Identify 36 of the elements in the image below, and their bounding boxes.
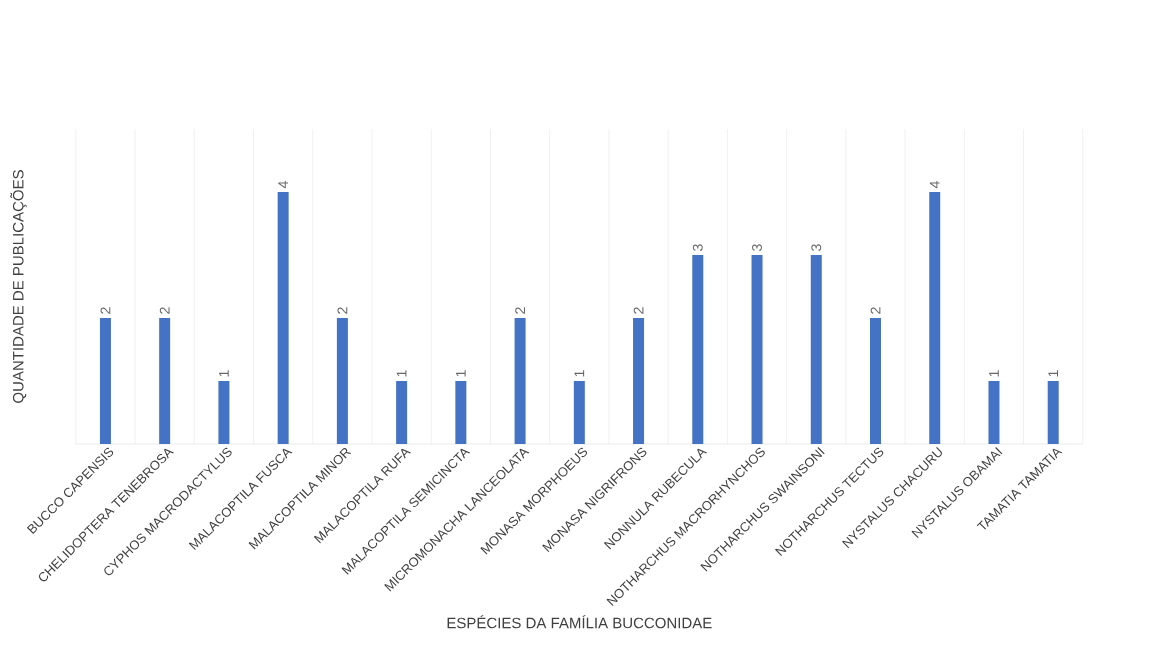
data-label: 3: [811, 244, 822, 251]
bar: [751, 254, 763, 444]
bar: [218, 380, 230, 444]
bar: [159, 317, 171, 444]
data-label: 2: [515, 307, 525, 314]
bar: [870, 317, 881, 444]
bar: [396, 380, 408, 444]
y-axis-title: QUANTIDADE DE PUBLICAÇÕES: [10, 170, 27, 403]
data-label: 2: [337, 307, 348, 314]
data-label: 1: [456, 370, 466, 377]
data-label: 4: [278, 181, 288, 189]
data-label: 4: [929, 181, 940, 189]
bar: [514, 317, 526, 444]
data-label: 2: [159, 307, 170, 314]
data-label: 1: [1048, 370, 1059, 377]
bar: [99, 317, 111, 444]
data-label: 1: [219, 370, 229, 377]
bar: [988, 380, 1000, 444]
bar: [692, 254, 704, 444]
data-label: 2: [100, 307, 111, 314]
data-label: 1: [396, 370, 407, 377]
bar: [633, 317, 645, 444]
data-label: 3: [692, 244, 703, 251]
bar: [573, 380, 585, 444]
bar: [455, 380, 467, 444]
data-label: 2: [633, 307, 644, 314]
bar: [277, 191, 289, 444]
bar: [1047, 380, 1059, 444]
data-label: 2: [870, 307, 881, 314]
data-label: 1: [989, 370, 999, 377]
bar: [810, 254, 822, 444]
bar: [336, 317, 348, 444]
data-label: 3: [752, 244, 762, 251]
x-axis-title: ESPÉCIES DA FAMÍLIA BUCCONIDAE: [447, 615, 712, 629]
data-label: 1: [574, 370, 585, 377]
bar: [929, 191, 941, 444]
